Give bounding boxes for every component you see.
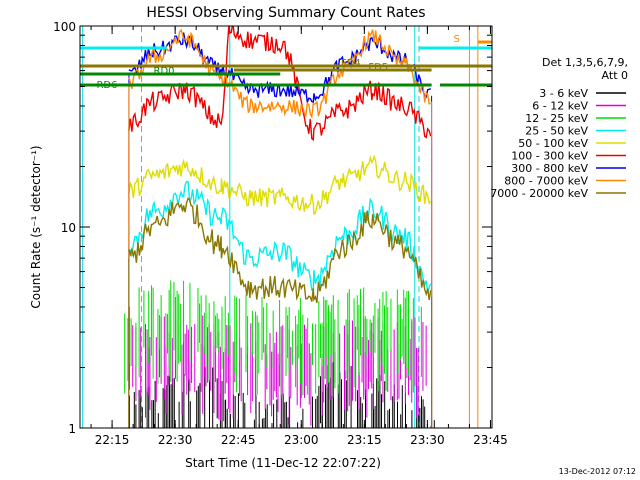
legend-label: 6 - 12 keV: [532, 100, 588, 113]
series-line: [128, 32, 431, 104]
legend-label: 3 - 6 keV: [539, 87, 588, 100]
series-line: [128, 197, 432, 304]
x-tick-label: 23:30: [410, 433, 445, 447]
flag-labels: RD6 RD0 FD4 FD5 S: [96, 34, 459, 91]
chart-title: HESSI Observing Summary Count Rates: [146, 5, 425, 21]
vertical-markers: [82, 26, 479, 428]
flag-label: FD4: [341, 58, 361, 69]
flag-label: FD5: [368, 62, 388, 73]
x-tick-label: 22:15: [95, 433, 130, 447]
legend-label: 100 - 300 keV: [511, 150, 588, 163]
legend-label: 300 - 800 keV: [511, 162, 588, 175]
legend-label: 800 - 7000 keV: [504, 175, 588, 188]
flag-label: S: [453, 34, 459, 45]
x-axis-label: Start Time (11-Dec-12 22:07:22): [185, 456, 381, 470]
flag-label: RD6: [96, 80, 117, 91]
y-tick-label: 10: [61, 221, 76, 235]
series-group: [124, 26, 435, 428]
flag-bars: [80, 40, 492, 87]
plot-region: [80, 26, 492, 428]
x-tick-label: 23:45: [473, 433, 508, 447]
series-line: [128, 28, 431, 119]
series-line: [128, 180, 432, 294]
x-tick-label: 23:00: [284, 433, 319, 447]
series-2: [124, 280, 422, 399]
flag-label: RD0: [154, 66, 175, 77]
y-tick-label: 100: [53, 20, 76, 34]
legend-label: 25 - 50 keV: [525, 125, 588, 138]
axes: 22:15 22:30 22:45 23:00 23:15 23:30 23:45 1 10 10…: [53, 20, 508, 447]
x-tick-label: 22:45: [221, 433, 256, 447]
legend-subtitle: Att 0: [602, 69, 628, 82]
series-8: [128, 197, 433, 428]
y-tick-label: 1: [68, 422, 76, 436]
legend-title: Det 1,3,5,6,7,9,: [542, 56, 628, 69]
series-line: [128, 154, 432, 216]
legend-label: 7000 - 20000 keV: [490, 187, 588, 200]
legend-label: 12 - 25 keV: [525, 112, 588, 125]
footer-timestamp: 13-Dec-2012 07:12: [559, 467, 636, 476]
y-axis-label: Count Rate (s⁻¹ detector⁻¹): [29, 145, 43, 308]
legend-label: 50 - 100 keV: [518, 137, 588, 150]
x-tick-label: 22:30: [158, 433, 193, 447]
x-tick-label: 23:15: [347, 433, 382, 447]
